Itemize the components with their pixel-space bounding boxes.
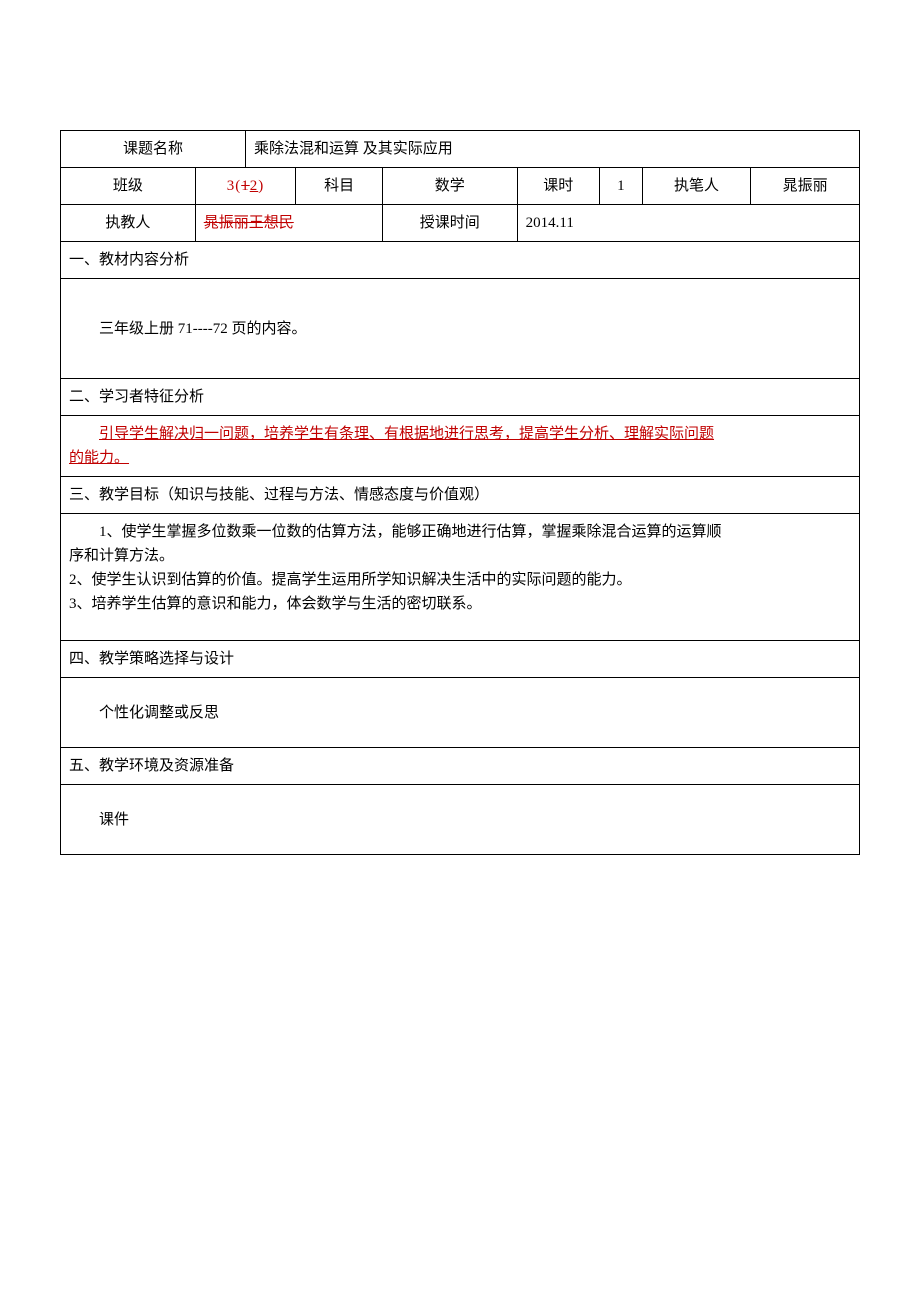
teacher-label: 执教人 [61, 205, 196, 242]
teach-time-label: 授课时间 [382, 205, 517, 242]
row-s4-body: 个性化调整或反思 [61, 678, 860, 748]
row-s1-title: 一、教材内容分析 [61, 242, 860, 279]
subject-value: 数学 [382, 168, 517, 205]
row-teacher: 执教人 晁振丽王想民 授课时间 2014.11 [61, 205, 860, 242]
row-s4-title: 四、教学策略选择与设计 [61, 641, 860, 678]
class-value: 3(12) [195, 168, 295, 205]
row-s2-body: 引导学生解决归一问题，培养学生有条理、有根据地进行思考，提高学生分析、理解实际问… [61, 416, 860, 477]
row-s3-body: 1、使学生掌握多位数乘一位数的估算方法，能够正确地进行估算，掌握乘除混合运算的运… [61, 514, 860, 641]
section-4-body: 个性化调整或反思 [61, 678, 860, 748]
subject-label: 科目 [296, 168, 383, 205]
section-2-title: 二、学习者特征分析 [61, 379, 860, 416]
row-s5-body: 课件 [61, 785, 860, 855]
section-3-title: 三、教学目标（知识与技能、过程与方法、情感态度与价值观） [61, 477, 860, 514]
teacher-value: 晁振丽王想民 [195, 205, 382, 242]
period-value: 1 [599, 168, 642, 205]
section-1-body: 三年级上册 71----72 页的内容。 [61, 279, 860, 379]
row-s2-title: 二、学习者特征分析 [61, 379, 860, 416]
author-value: 晁振丽 [751, 168, 860, 205]
topic-label: 课题名称 [61, 131, 246, 168]
section-4-title: 四、教学策略选择与设计 [61, 641, 860, 678]
period-label: 课时 [517, 168, 599, 205]
row-topic: 课题名称 乘除法混和运算 及其实际应用 [61, 131, 860, 168]
section-5-body: 课件 [61, 785, 860, 855]
lesson-plan-table: 课题名称 乘除法混和运算 及其实际应用 班级 3(12) 科目 数学 课时 1 … [60, 130, 860, 855]
row-s3-title: 三、教学目标（知识与技能、过程与方法、情感态度与价值观） [61, 477, 860, 514]
row-s1-body: 三年级上册 71----72 页的内容。 [61, 279, 860, 379]
section-5-title: 五、教学环境及资源准备 [61, 748, 860, 785]
row-class-info: 班级 3(12) 科目 数学 课时 1 执笔人 晁振丽 [61, 168, 860, 205]
class-label: 班级 [61, 168, 196, 205]
section-2-body: 引导学生解决归一问题，培养学生有条理、有根据地进行思考，提高学生分析、理解实际问… [61, 416, 860, 477]
section-1-title: 一、教材内容分析 [61, 242, 860, 279]
teach-time-value: 2014.11 [517, 205, 859, 242]
topic-value: 乘除法混和运算 及其实际应用 [245, 131, 859, 168]
section-3-body: 1、使学生掌握多位数乘一位数的估算方法，能够正确地进行估算，掌握乘除混合运算的运… [61, 514, 860, 641]
row-s5-title: 五、教学环境及资源准备 [61, 748, 860, 785]
author-label: 执笔人 [642, 168, 751, 205]
